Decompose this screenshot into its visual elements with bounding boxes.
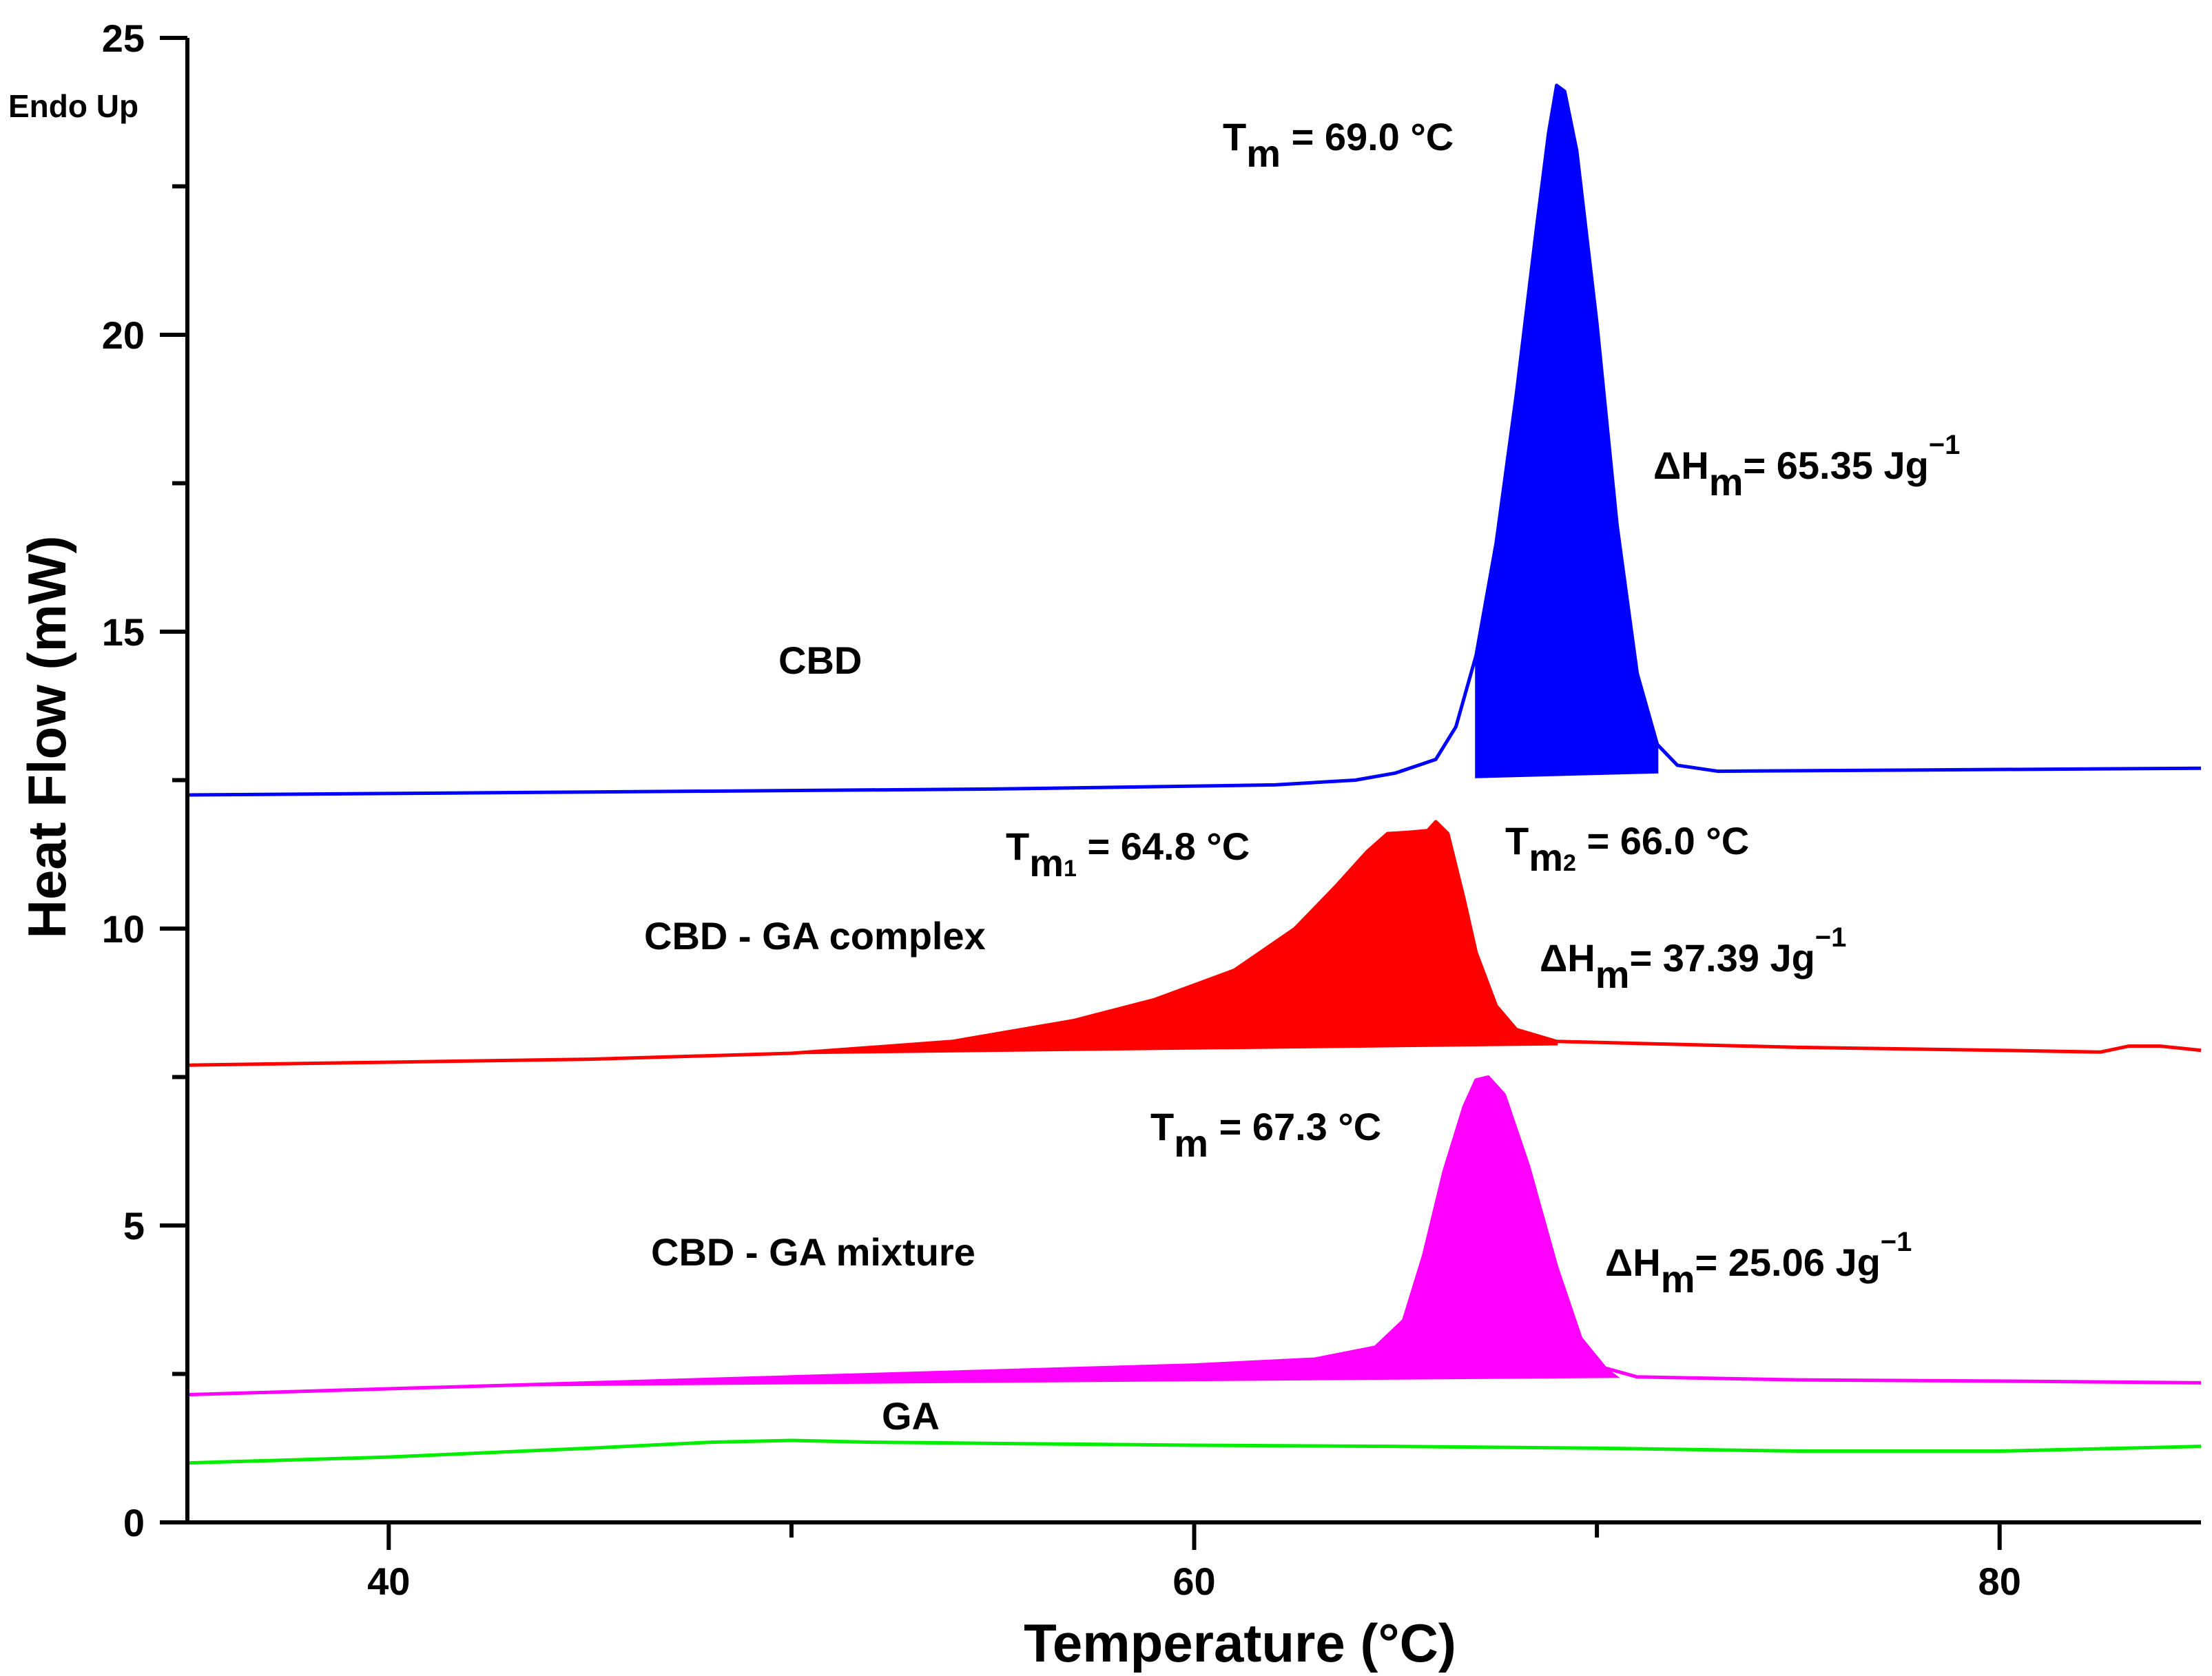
x-axis-title: Temperature (°C) [1024,1613,1456,1673]
y-tick-label: 10 [102,907,145,951]
series-layer [187,83,2202,1465]
annotation-mixture-dh: ΔHm= 25.06 Jg−1 [1605,1227,1912,1301]
x-tick-label: 60 [1172,1560,1215,1603]
series-line-cbd [187,83,2202,797]
endo-up-label: Endo Up [8,88,138,124]
annotation-cbd-tm: Tm = 69.0 °C [1223,115,1454,175]
series-fill-cbd-ga-mixture [469,1075,1620,1387]
y-tick-label: 5 [123,1204,145,1248]
x-tick-label: 80 [1978,1560,2021,1603]
annotation-mixture-tm: Tm = 67.3 °C [1150,1105,1381,1165]
annotation-complex-tm2: Tm2 = 66.0 °C [1505,819,1749,879]
series-label-cbd-ga-mixture: CBD - GA mixture [651,1230,975,1274]
y-tick-label: 15 [102,610,145,654]
series-line-ga [187,1438,2202,1465]
series-label-ga: GA [882,1394,940,1438]
series-fill-cbd [1475,83,1659,778]
x-tick-label: 40 [367,1560,410,1603]
series-line-cbd-ga-mixture [187,1075,2202,1397]
y-tick-label: 25 [102,17,145,60]
series-label-cbd-ga-complex: CBD - GA complex [644,914,986,958]
annotation-complex-tm1: Tm1 = 64.8 °C [1006,825,1250,884]
y-tick-label: 20 [102,313,145,357]
series-line-cbd-ga-complex [187,820,2202,1067]
annotation-complex-dh: ΔHm= 37.39 Jg−1 [1540,922,1846,996]
series-label-cbd: CBD [778,639,862,682]
y-tick-label: 0 [123,1501,145,1544]
y-axis-title: Heat Flow (mW) [17,536,77,939]
tick-layer: 0 5 10 15 20 25 40 60 80 [102,17,2021,1603]
annotation-cbd-dh: ΔHm= 65.35 Jg−1 [1653,430,1960,504]
